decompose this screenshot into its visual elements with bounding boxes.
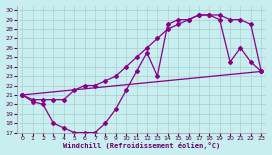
X-axis label: Windchill (Refroidissement éolien,°C): Windchill (Refroidissement éolien,°C) [63, 142, 220, 149]
